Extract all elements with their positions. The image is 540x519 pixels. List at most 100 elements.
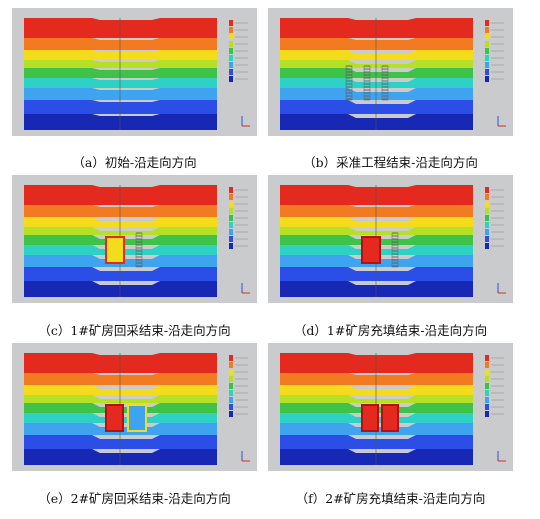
legend-swatch <box>229 243 233 249</box>
legend-swatch <box>485 376 489 382</box>
contour-band <box>24 114 217 130</box>
legend-swatch <box>229 69 233 75</box>
contour-image <box>12 343 257 471</box>
panel <box>12 343 257 471</box>
legend-swatch <box>485 369 489 375</box>
contour-image <box>12 175 257 303</box>
contour-band <box>280 353 473 373</box>
contour-band <box>280 18 473 38</box>
legend-swatch <box>485 397 489 403</box>
contour-band <box>280 281 473 297</box>
stope-room <box>105 404 124 432</box>
legend-swatch <box>485 383 489 389</box>
legend-swatch <box>229 41 233 47</box>
contour-band <box>24 60 217 68</box>
stope-room <box>361 236 381 264</box>
contour-band <box>24 227 217 235</box>
legend-swatch <box>229 55 233 61</box>
contour-band <box>280 217 473 227</box>
legend-swatch <box>229 222 233 228</box>
legend-swatch <box>485 27 489 33</box>
contour-band <box>280 78 473 88</box>
contour-band <box>280 373 473 385</box>
legend-swatch <box>229 229 233 235</box>
legend-swatch <box>485 69 489 75</box>
support-column <box>135 232 143 268</box>
legend-swatch <box>229 376 233 382</box>
contour-image <box>268 8 513 136</box>
panel <box>268 343 513 471</box>
stope-room <box>127 404 147 432</box>
contour-image <box>12 8 257 136</box>
legend-swatch <box>229 194 233 200</box>
legend-swatch <box>229 383 233 389</box>
contour-band <box>280 435 473 449</box>
legend-swatch <box>229 236 233 242</box>
contour-band <box>24 50 217 60</box>
legend-swatch <box>229 27 233 33</box>
legend-swatch <box>485 355 489 361</box>
caption: （a）初始-沿走向方向 <box>72 155 197 170</box>
contour-band <box>24 68 217 78</box>
contour-band <box>280 114 473 130</box>
legend-swatch <box>229 187 233 193</box>
legend-swatch <box>485 411 489 417</box>
legend-swatch <box>229 215 233 221</box>
legend-swatch <box>229 76 233 82</box>
contour-band <box>280 38 473 50</box>
contour-band <box>280 50 473 60</box>
legend-swatch <box>485 236 489 242</box>
panel <box>268 175 513 303</box>
contour-band <box>24 18 217 38</box>
contour-band <box>24 373 217 385</box>
legend-swatch <box>229 390 233 396</box>
legend-swatch <box>229 362 233 368</box>
legend-swatch <box>485 20 489 26</box>
contour-band <box>24 281 217 297</box>
stope-room <box>105 236 125 264</box>
contour-band <box>24 38 217 50</box>
panel <box>12 8 257 136</box>
contour-band <box>24 88 217 100</box>
legend-swatch <box>229 355 233 361</box>
legend-swatch <box>485 48 489 54</box>
contour-band <box>24 78 217 88</box>
legend-swatch <box>485 41 489 47</box>
caption: （f）2#矿房充填结束-沿走向方向 <box>295 491 486 506</box>
legend-swatch <box>485 362 489 368</box>
legend-swatch <box>229 369 233 375</box>
contour-image <box>268 343 513 471</box>
legend-swatch <box>229 20 233 26</box>
contour-image <box>268 175 513 303</box>
contour-band <box>24 353 217 373</box>
legend-swatch <box>485 62 489 68</box>
contour-band <box>280 227 473 235</box>
contour-band <box>280 60 473 68</box>
legend-swatch <box>229 201 233 207</box>
contour-band <box>24 205 217 217</box>
legend-swatch <box>485 215 489 221</box>
support-column <box>363 65 371 101</box>
contour-band <box>280 68 473 78</box>
contour-band <box>24 395 217 403</box>
legend-swatch <box>485 404 489 410</box>
contour-band <box>280 449 473 465</box>
legend-swatch <box>229 48 233 54</box>
legend-swatch <box>229 34 233 40</box>
contour-band <box>280 185 473 205</box>
contour-band <box>24 385 217 395</box>
legend-swatch <box>485 55 489 61</box>
support-column <box>345 65 353 101</box>
contour-band <box>24 449 217 465</box>
contour-band <box>280 385 473 395</box>
legend-swatch <box>485 229 489 235</box>
panel <box>268 8 513 136</box>
legend-swatch <box>485 201 489 207</box>
legend-swatch <box>229 397 233 403</box>
contour-band <box>24 435 217 449</box>
legend-swatch <box>229 62 233 68</box>
caption: （e）2#矿房回采结束-沿走向方向 <box>38 491 231 506</box>
contour-band <box>24 217 217 227</box>
contour-band <box>24 185 217 205</box>
legend-swatch <box>229 411 233 417</box>
